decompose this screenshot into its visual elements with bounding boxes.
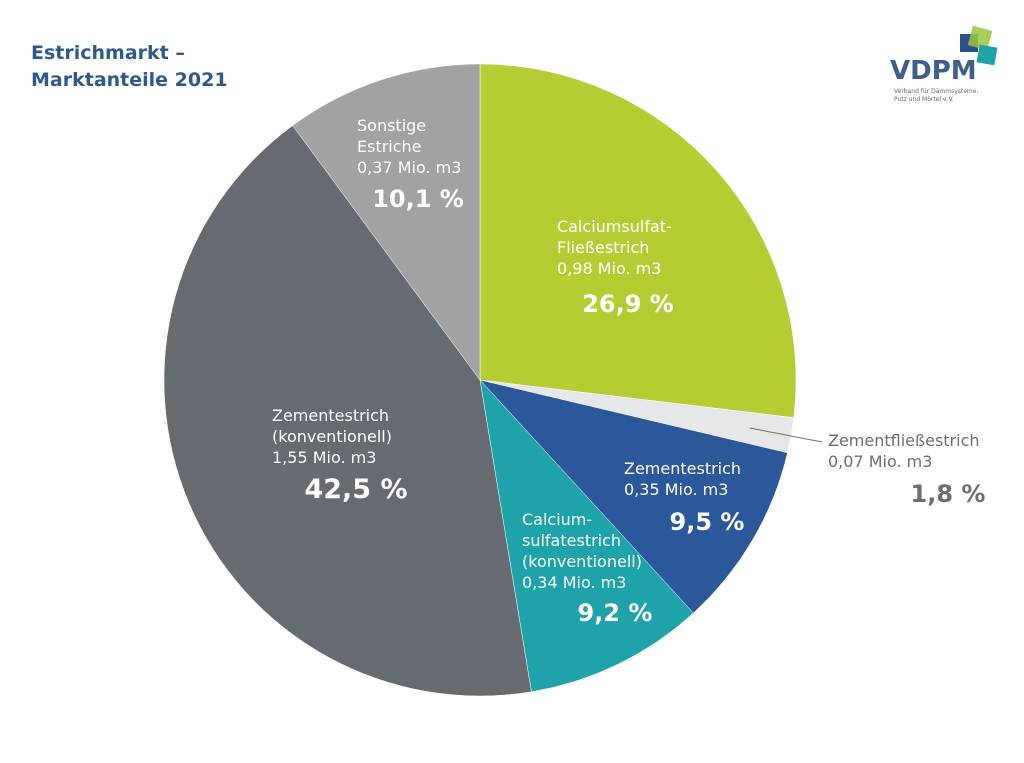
pie-slice-5 (163, 125, 532, 697)
slice-label-1-line-3: 0,98 Mio. m3 (557, 259, 661, 278)
slice-label-3-line-1: Zementestrich (624, 459, 741, 478)
slice-label-4-line-3: (konventionell) (522, 552, 642, 571)
slice-percent-2: 1,8 % (911, 480, 986, 508)
slice-label-2-line-1: Zementfließestrich (828, 431, 980, 450)
chart-title-line-1: Estrichmarkt – (31, 42, 185, 64)
pie-slice-6 (292, 63, 481, 381)
slice-percent-1: 26,9 % (582, 290, 674, 318)
pie-slice-3 (479, 379, 788, 614)
logo-subtitle-line-2: Putz und Mörtel e.V. (894, 96, 954, 103)
slice-label-5-line-1: Zementestrich (272, 406, 389, 425)
pie-slice-4 (479, 379, 694, 693)
slice-label-4: Calcium-sulfatestrich (konventionell) 0,34… (522, 510, 652, 627)
slice-label-6-line-3: 0,37 Mio. m3 (357, 158, 461, 177)
slice-label-5-line-3: 1,55 Mio. m3 (272, 448, 376, 467)
vdpm-logo: VDPM Verband für Dämmsysteme, Putz und M… (886, 24, 1006, 114)
slice-label-1: Calciumsulfat- Fließestrich 0,98 Mio. m3 26… (557, 217, 674, 318)
slice-percent-3: 9,5 % (670, 508, 745, 536)
slice-label-2: Zementfließestrich 0,07 Mio. m3 1,8 % (828, 431, 985, 508)
slice-label-6: Sonstige Estriche 0,37 Mio. m3 10,1 % (357, 116, 464, 213)
chart-title: Estrichmarkt – Marktanteile 2021 (31, 40, 228, 94)
slice-percent-5: 42,5 % (304, 474, 407, 505)
slice-label-4-line-2: sulfatestrich (522, 531, 621, 550)
slice-label-1-line-1: Calciumsulfat- (557, 217, 672, 236)
slice-label-4-line-1: Calcium- (522, 510, 592, 529)
slice-label-5: Zementestrich (konventionell) 1,55 Mio. m3… (272, 406, 408, 505)
slice-label-5-line-2: (konventionell) (272, 427, 392, 446)
chart-title-line-2: Marktanteile 2021 (31, 69, 228, 91)
slice-label-3: Zementestrich 0,35 Mio. m3 9,5 % (624, 459, 744, 536)
logo-wordmark: VDPM (890, 56, 977, 86)
leader-line-2 (749, 427, 823, 443)
pie-slice-1 (479, 63, 797, 418)
slice-percent-6: 10,1 % (372, 185, 464, 213)
slice-label-2-line-2: 0,07 Mio. m3 (828, 452, 932, 471)
slice-percent-4: 9,2 % (578, 599, 653, 627)
slice-label-1-line-2: Fließestrich (557, 238, 649, 257)
slice-label-3-line-2: 0,35 Mio. m3 (624, 480, 728, 499)
logo-subtitle: Verband für Dämmsysteme, Putz und Mörtel… (894, 88, 994, 104)
logo-subtitle-line-1: Verband für Dämmsysteme, (894, 88, 979, 95)
slice-label-6-line-2: Estriche (357, 137, 422, 156)
slice-label-4-line-4: 0,34 Mio. m3 (522, 573, 626, 592)
slice-label-6-line-1: Sonstige (357, 116, 426, 135)
